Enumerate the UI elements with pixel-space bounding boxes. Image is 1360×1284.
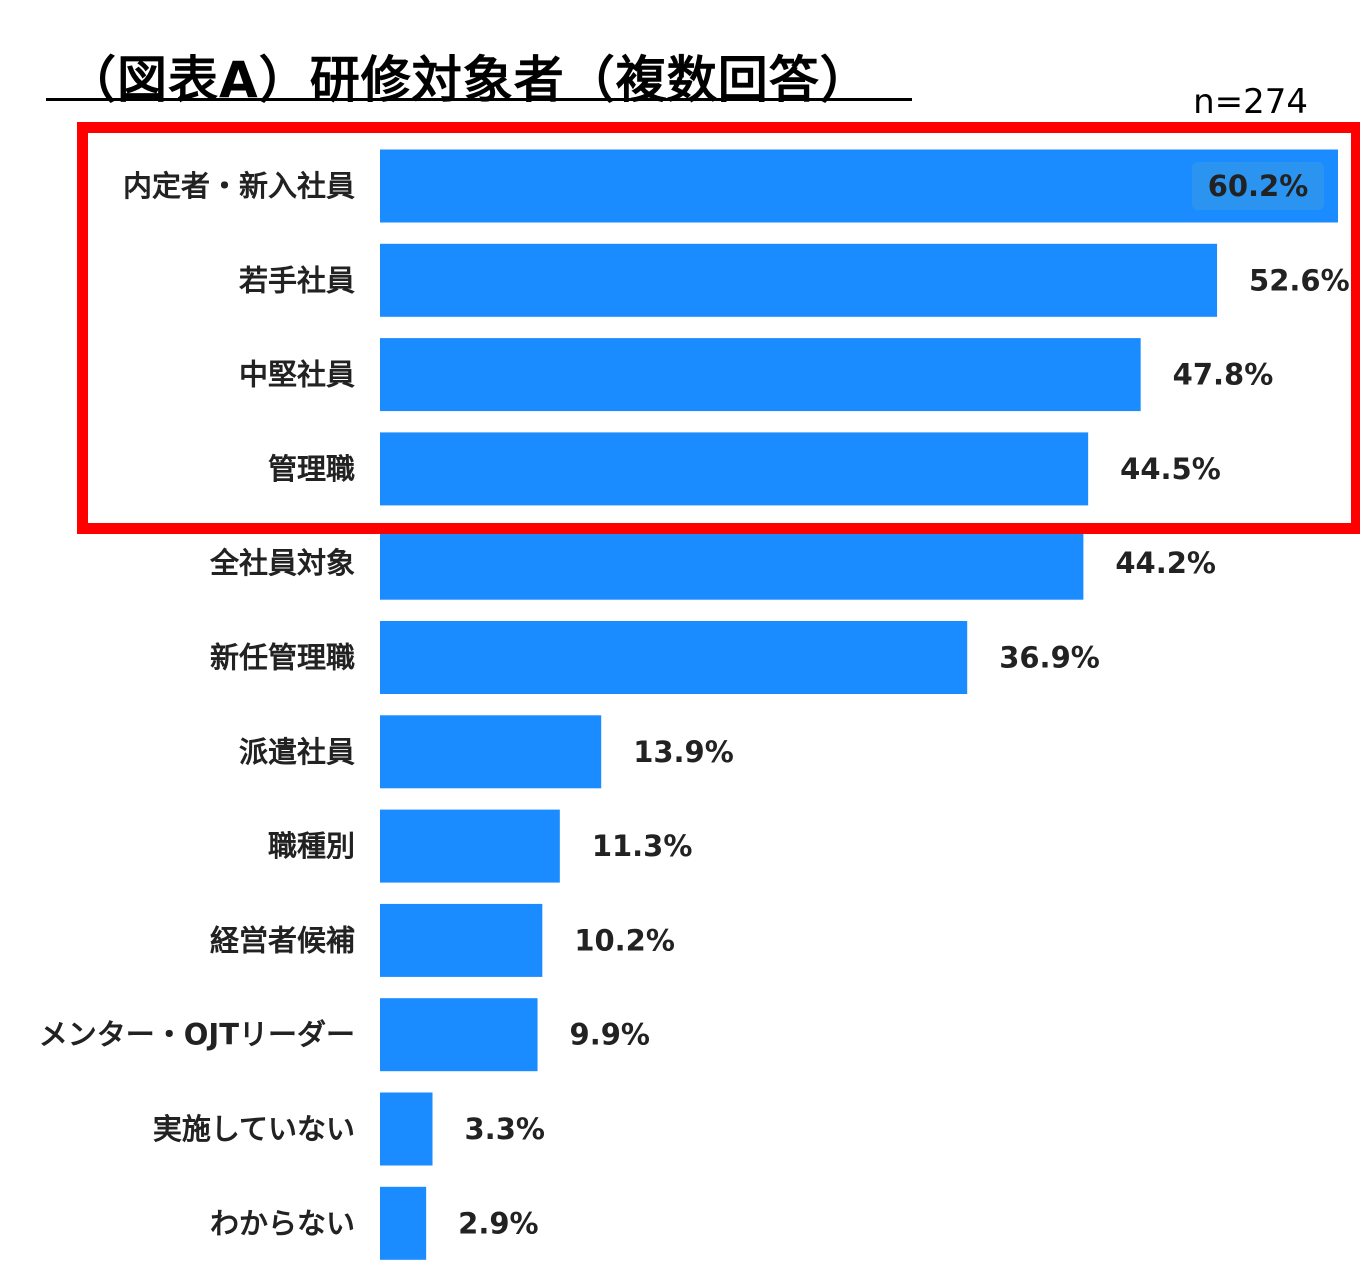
labels-group: 内定者・新入社員 60.2% 若手社員 52.6% 中堅社員 47.8% 管理職 44.5% 全… [39,162,1350,1240]
category-label-11: わからない [210,1206,355,1240]
category-label-0: 内定者・新入社員 [123,169,355,203]
bar-11 [380,1186,427,1260]
bar-5 [380,621,968,694]
bar-7 [380,809,560,883]
category-label-6: 派遣社員 [239,735,355,769]
value-label-bg-0 [1192,162,1324,210]
bar-1 [380,243,1218,317]
value-label-2: 47.8% [1173,358,1274,392]
value-label-11: 2.9% [458,1206,538,1240]
bar-9 [380,998,538,1072]
value-label-6: 13.9% [633,735,734,769]
category-label-3: 管理職 [268,452,355,486]
category-label-2: 中堅社員 [239,358,355,392]
category-label-9: メンター・OJTリーダー [39,1018,355,1052]
highlight-box [77,122,1360,534]
category-label-8: 経営者候補 [210,923,355,957]
value-label-9: 9.9% [570,1018,650,1052]
value-label-4: 44.2% [1115,546,1216,580]
value-label-5: 36.9% [999,641,1100,675]
sample-size-label: n=274 [1193,82,1308,122]
value-label-10: 3.3% [465,1112,545,1146]
value-label-0: 60.2% [1208,169,1309,203]
bar-8 [380,903,543,977]
bar-10 [380,1092,433,1166]
category-label-1: 若手社員 [239,263,355,297]
category-label-7: 職種別 [268,829,355,863]
bar-2 [380,338,1141,412]
bar-0 [380,149,1338,223]
bar-4 [380,526,1084,600]
bar-6 [380,715,602,789]
value-label-3: 44.5% [1120,452,1221,486]
value-label-8: 10.2% [574,923,675,957]
title-underline [46,98,912,101]
value-label-7: 11.3% [592,829,693,863]
category-label-10: 実施していない [153,1112,355,1146]
category-label-4: 全社員対象 [209,546,355,580]
bars-group [380,149,1338,1260]
bar-3 [380,432,1089,506]
value-label-1: 52.6% [1249,263,1350,297]
category-label-5: 新任管理職 [210,641,355,675]
